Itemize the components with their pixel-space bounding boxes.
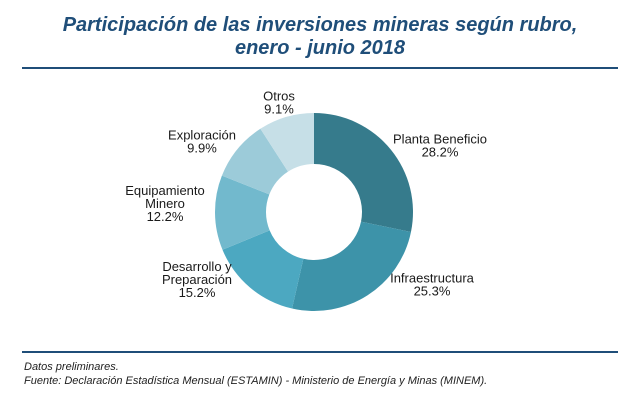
slice-label-otros: Otros 9.1% [263, 89, 295, 117]
slice-name-label: Equipamiento [125, 183, 205, 198]
slice-name-label: Desarrollo y [162, 259, 232, 274]
chart-title: Participación de las inversiones mineras… [0, 14, 640, 60]
slice-planta-beneficio [314, 113, 413, 232]
slice-value-label: 12.2% [147, 209, 184, 224]
footer-source: Fuente: Declaración Estadística Mensual … [24, 375, 488, 387]
slice-name-label: Infraestructura [390, 271, 475, 286]
footer-note: Datos preliminares. [24, 361, 119, 373]
slice-otros [260, 113, 314, 172]
slice-name-label: Minero [145, 196, 185, 211]
slice-value-label: 25.3% [414, 284, 451, 299]
slice-value-label: 15.2% [179, 285, 216, 300]
slice-label-infraestructura: Infraestructura 25.3% [390, 271, 475, 299]
slice-label-exploraci-n: Exploración 9.9% [168, 128, 236, 156]
slice-name-label: Otros [263, 89, 295, 104]
slice-value-label: 28.2% [422, 145, 459, 160]
chart-title-line-2: enero - junio 2018 [234, 37, 406, 59]
slice-value-label: 9.9% [187, 141, 217, 156]
slice-value-label: 9.1% [264, 102, 294, 117]
slice-desarrollo-y-preparaci-n [222, 230, 304, 309]
slice-name-label: Planta Beneficio [393, 132, 487, 147]
slice-name-label: Preparación [162, 272, 232, 287]
chart-title-line-1: Participación de las inversiones mineras… [62, 14, 578, 36]
slice-label-planta-beneficio: Planta Beneficio 28.2% [393, 132, 487, 160]
slice-labels: Planta Beneficio 28.2% Infraestructura 25.3… [125, 89, 487, 301]
bottom-divider [22, 351, 618, 353]
slice-equipamiento-minero [215, 175, 270, 250]
slice-name-label: Exploración [168, 128, 236, 143]
slice-exploraci-n [221, 128, 289, 195]
top-divider [22, 67, 618, 69]
donut-slices [215, 113, 413, 311]
slice-label-equipamiento-minero: Equipamiento Minero 12.2% [125, 183, 205, 224]
slice-infraestructura [292, 221, 411, 311]
chart-footer: Datos preliminares. Fuente: Declaración … [24, 360, 624, 388]
slice-label-desarrollo-y-preparaci-n: Desarrollo y Preparación 15.2% [162, 259, 232, 300]
